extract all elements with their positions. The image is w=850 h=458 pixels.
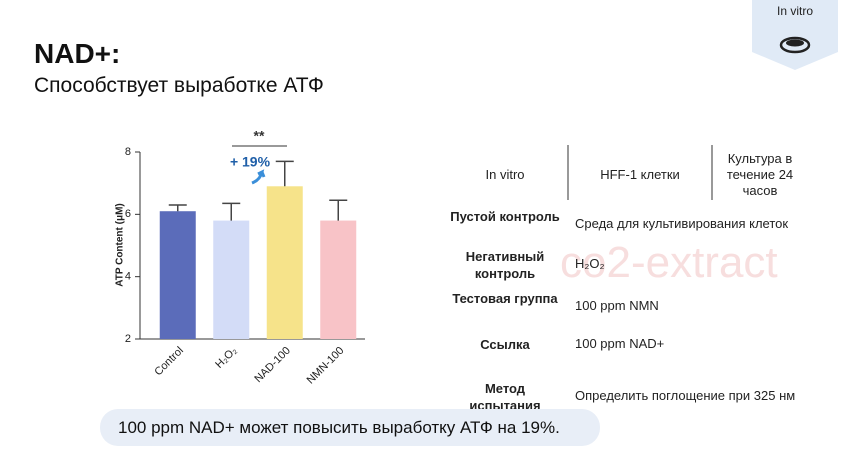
table-header: Культура в течение 24 часов [726,151,794,198]
x-tick-label: NMN-100 [305,345,347,387]
significance: ** [254,128,265,144]
table-header: HFF-1 клетки [600,167,680,182]
arrow [251,169,266,185]
annotation: + 19% [230,154,271,170]
bar [320,220,357,339]
table-header: In vitro [485,167,525,182]
bar [213,220,250,339]
x-tick-label: NAD-100 [252,345,292,385]
chart: ATP Content (μM) ** + 19% 2 4 6 8 Control H₂O… [115,128,365,387]
error-bar [329,199,348,221]
y-axis-label: ATP Content (μM) [115,203,126,287]
row-label: Ссылка [480,337,530,352]
badge: In vitro [752,0,838,70]
bar [159,211,196,339]
row-value: 100 ppm NMN [575,298,659,313]
x-tick-label: H₂O₂ [213,345,239,371]
row-label: Негативный контроль [465,249,545,281]
watermark: co2-extract [560,238,778,287]
error-bar [275,160,294,187]
row-value: 100 ppm NAD+ [575,336,665,351]
row-value: H₂O₂ [575,256,605,271]
row-label: Пустой контроль [450,209,560,224]
badge-label: In vitro [777,4,813,18]
row-value: Определить поглощение при 325 нм [575,388,796,403]
row-label: Тестовая группа [452,291,558,306]
y-tick-label: 4 [125,271,131,283]
footnote: 100 ppm NAD+ может повысить выработку АТ… [118,418,560,437]
y-tick-label: 2 [125,333,131,345]
y-tick-label: 6 [125,208,131,220]
footnote-box [100,409,600,446]
y-tick-label: 8 [125,146,131,158]
subtitle: Способствует выработке АТФ [34,74,324,97]
x-tick-label: Control [152,345,186,379]
error-bar [222,202,241,221]
bar [266,186,303,339]
row-value: Среда для культивирования клеток [575,216,789,231]
error-bar [168,204,187,212]
title: NAD+: [34,38,121,69]
